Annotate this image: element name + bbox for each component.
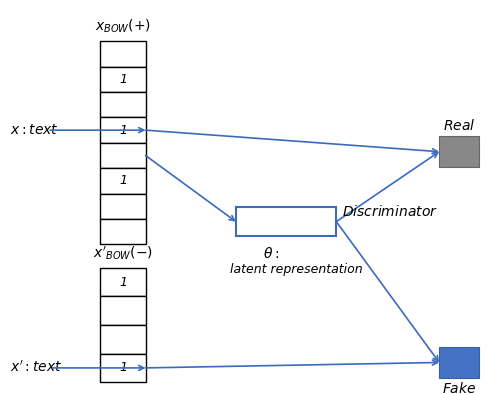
Bar (100, 117, 145, 143)
Text: 1: 1 (119, 73, 127, 86)
Bar (438, 136, 478, 167)
Bar (100, 219, 145, 244)
Text: $x_{BOW}(+)$: $x_{BOW}(+)$ (95, 18, 151, 35)
Bar (100, 354, 145, 382)
Text: $x{:}text$: $x{:}text$ (10, 123, 59, 137)
Bar (235, 207, 336, 236)
Bar (100, 168, 145, 193)
Bar (100, 67, 145, 92)
Text: $\theta{:}$: $\theta{:}$ (263, 246, 279, 261)
Bar (100, 143, 145, 168)
Bar (100, 41, 145, 67)
Text: $Discriminator$: $Discriminator$ (342, 204, 437, 219)
Text: $Fake$: $Fake$ (441, 381, 475, 394)
Bar (438, 347, 478, 378)
Text: 1: 1 (119, 124, 127, 137)
Text: 1: 1 (119, 276, 127, 289)
Text: latent representation: latent representation (229, 263, 362, 276)
Bar (100, 193, 145, 219)
Text: $x'{:}text$: $x'{:}text$ (10, 360, 62, 375)
Bar (100, 92, 145, 117)
Text: 1: 1 (119, 175, 127, 188)
Bar (100, 296, 145, 325)
Text: $x'_{BOW}(-)$: $x'_{BOW}(-)$ (93, 244, 153, 262)
Text: 1: 1 (119, 361, 127, 374)
Bar (100, 325, 145, 354)
Bar (100, 268, 145, 296)
Text: $Real$: $Real$ (442, 118, 474, 133)
